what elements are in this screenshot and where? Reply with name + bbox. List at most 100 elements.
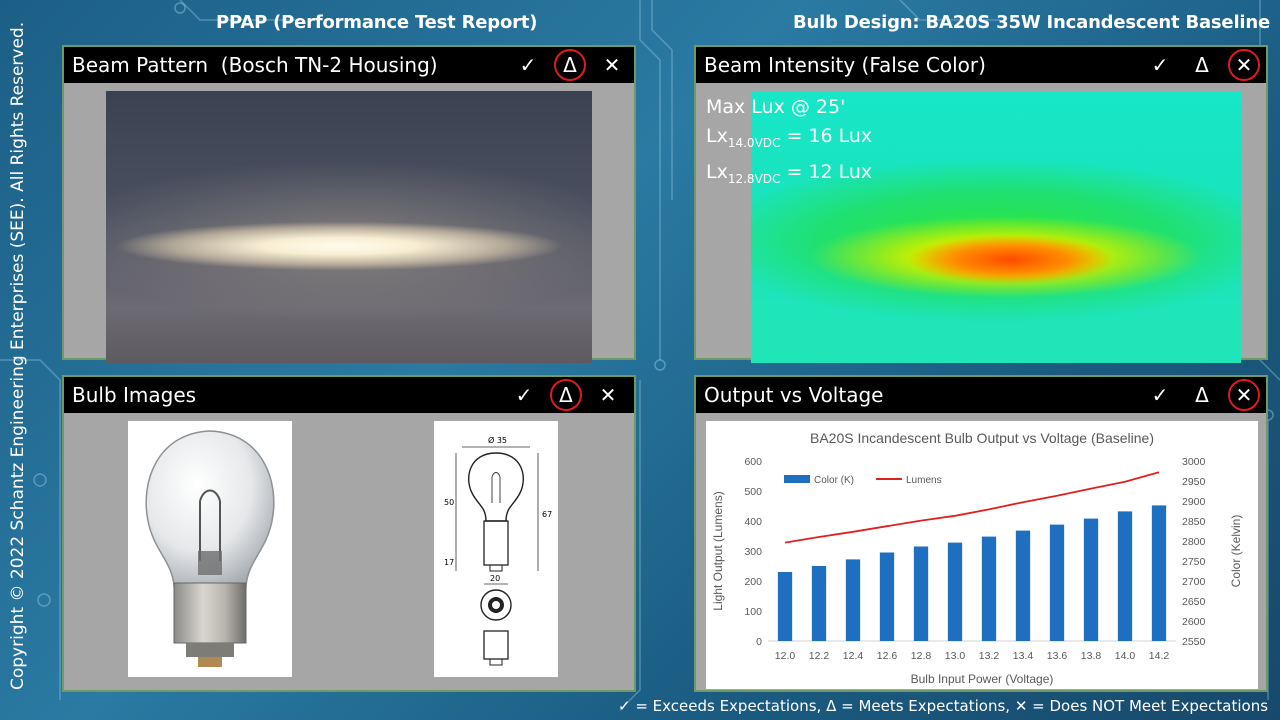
y2-tick-label: 2800	[1182, 536, 1206, 548]
max-lux-label: Max Lux @ 25'	[706, 96, 846, 118]
panel-body: Ø 35 50 17 67 20	[64, 413, 634, 690]
meets-delta-icon[interactable]: Δ	[1195, 53, 1209, 77]
lux-readout: Max Lux @ 25' Lx14.0VDC = 16 Lux Lx12.8V…	[706, 93, 872, 194]
x-tick-label: 14.0	[1115, 650, 1136, 662]
y-tick-label: 100	[744, 606, 762, 618]
panel-body: BA20S Incandescent Bulb Output vs Voltag…	[696, 413, 1266, 690]
y2-tick-label: 2550	[1182, 636, 1206, 648]
y-axis-label: Light Output (Lumens)	[711, 491, 725, 610]
bar	[981, 536, 997, 641]
not-meet-x-icon[interactable]: ✕	[603, 53, 621, 77]
panel-body	[64, 83, 634, 363]
bar	[845, 559, 861, 641]
x-tick-label: 14.2	[1149, 650, 1170, 662]
legend-line-label: Lumens	[906, 475, 942, 486]
y-tick-label: 300	[744, 546, 762, 558]
report-title: PPAP (Performance Test Report)	[216, 12, 538, 33]
panel-title: Beam Pattern (Bosch TN-2 Housing)	[72, 53, 438, 77]
panel-header: Beam Intensity (False Color) ✓ Δ ✕	[696, 47, 1266, 83]
x-tick-label: 13.0	[945, 650, 966, 662]
panel-title: Bulb Images	[72, 383, 197, 407]
y2-tick-label: 2750	[1182, 556, 1206, 568]
y-tick-label: 0	[756, 636, 762, 648]
y-tick-label: 400	[744, 516, 762, 528]
y2-axis-label: Color (Kelvin)	[1229, 515, 1243, 588]
chart-title: BA20S Incandescent Bulb Output vs Voltag…	[810, 430, 1154, 446]
x-tick-label: 12.0	[775, 650, 796, 662]
y2-tick-label: 3000	[1182, 456, 1206, 468]
bulb-dimension-drawing: Ø 35 50 17 67 20	[434, 421, 558, 677]
lux-12v-value: Lx12.8VDC = 12 Lux	[706, 160, 873, 186]
false-color-heatmap	[751, 91, 1241, 363]
svg-text:Ø 35: Ø 35	[488, 435, 507, 445]
x-tick-label: 13.2	[979, 650, 1000, 662]
y2-tick-label: 2650	[1182, 596, 1206, 608]
y-tick-label: 600	[744, 456, 762, 468]
y2-tick-label: 2900	[1182, 496, 1206, 508]
svg-text:17: 17	[444, 558, 454, 567]
x-axis-label: Bulb Input Power (Voltage)	[911, 672, 1054, 686]
svg-text:50: 50	[444, 498, 454, 507]
rating-group: ✓ Δ ✕	[502, 47, 628, 83]
x-tick-label: 12.4	[843, 650, 864, 662]
panel-header: Bulb Images ✓ Δ ✕	[64, 377, 634, 413]
y-tick-label: 500	[744, 486, 762, 498]
panel-header: Output vs Voltage ✓ Δ ✕	[696, 377, 1266, 413]
panel-bulb-images: Bulb Images ✓ Δ ✕	[62, 375, 636, 692]
y-tick-label: 200	[744, 576, 762, 588]
bar	[777, 572, 793, 641]
panel-title: Output vs Voltage	[704, 383, 884, 407]
bar	[811, 566, 827, 641]
exceeds-check-icon[interactable]: ✓	[515, 383, 533, 407]
bar	[1083, 518, 1099, 641]
rating-legend: ✓ = Exceeds Expectations, Δ = Meets Expe…	[618, 697, 1269, 715]
bar	[879, 552, 895, 641]
output-vs-voltage-chart: BA20S Incandescent Bulb Output vs Voltag…	[711, 430, 1243, 686]
bar	[1117, 511, 1133, 641]
exceeds-check-icon[interactable]: ✓	[519, 53, 537, 77]
not-meet-x-icon[interactable]: ✕	[1228, 49, 1260, 81]
bar	[913, 546, 929, 641]
copyright-text: Copyright © 2022 Schantz Engineering Ent…	[8, 21, 28, 690]
panel-body: Max Lux @ 25' Lx14.0VDC = 16 Lux Lx12.8V…	[696, 83, 1266, 363]
rating-group: ✓ Δ ✕	[1134, 47, 1260, 83]
y2-tick-label: 2850	[1182, 516, 1206, 528]
panel-header: Beam Pattern (Bosch TN-2 Housing) ✓ Δ ✕	[64, 47, 634, 83]
lux-14v-value: Lx14.0VDC = 16 Lux	[706, 125, 873, 150]
bar	[1049, 524, 1065, 641]
meets-delta-icon[interactable]: Δ	[550, 379, 582, 411]
x-tick-label: 12.8	[911, 650, 932, 662]
y2-tick-label: 2950	[1182, 476, 1206, 488]
not-meet-x-icon[interactable]: ✕	[1228, 379, 1260, 411]
panel-beam-intensity: Beam Intensity (False Color) ✓ Δ ✕ Max L…	[694, 45, 1268, 363]
bar	[947, 542, 963, 641]
meets-delta-icon[interactable]: Δ	[1195, 383, 1209, 407]
rating-group: ✓ Δ ✕	[498, 377, 624, 413]
svg-text:67: 67	[542, 510, 552, 519]
rating-group: ✓ Δ ✕	[1134, 377, 1260, 413]
not-meet-x-icon[interactable]: ✕	[599, 383, 617, 407]
x-tick-label: 12.6	[877, 650, 898, 662]
svg-text:20: 20	[490, 574, 500, 583]
panel-beam-pattern: Beam Pattern (Bosch TN-2 Housing) ✓ Δ ✕	[62, 45, 636, 363]
bulb-design-title: Bulb Design: BA20S 35W Incandescent Base…	[792, 12, 1270, 33]
x-tick-label: 13.8	[1081, 650, 1102, 662]
x-tick-label: 13.6	[1047, 650, 1068, 662]
panel-title: Beam Intensity (False Color)	[704, 53, 986, 77]
exceeds-check-icon[interactable]: ✓	[1151, 383, 1169, 407]
bar	[1015, 530, 1031, 641]
chart-area: BA20S Incandescent Bulb Output vs Voltag…	[706, 421, 1258, 689]
exceeds-check-icon[interactable]: ✓	[1151, 53, 1169, 77]
panel-output-voltage: Output vs Voltage ✓ Δ ✕ BA20S Incandesce…	[694, 375, 1268, 692]
lumens-line	[784, 471, 1160, 544]
x-tick-label: 13.4	[1013, 650, 1034, 662]
legend-bar-swatch	[784, 475, 810, 483]
meets-delta-icon[interactable]: Δ	[554, 49, 586, 81]
y2-tick-label: 2700	[1182, 576, 1206, 588]
x-tick-label: 12.2	[809, 650, 830, 662]
bulb-photo	[128, 421, 292, 677]
legend-bar-label: Color (K)	[814, 475, 854, 486]
bar	[1151, 505, 1167, 641]
y2-tick-label: 2600	[1182, 616, 1206, 628]
beam-pattern-photo	[106, 91, 592, 363]
